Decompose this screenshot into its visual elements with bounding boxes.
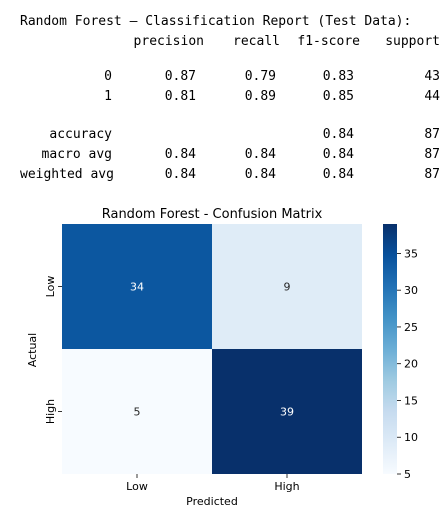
heatmap-cell: [62, 349, 212, 474]
report-summary-precision: 0.84: [164, 167, 196, 182]
colorbar-tick-label: 25: [404, 321, 418, 334]
confusion-matrix-chart: Random Forest - Confusion Matrix 34 95 39 …: [26, 207, 418, 508]
report-summary-precision: 0.84: [164, 147, 196, 162]
report-row-precision: 0.87: [164, 69, 196, 84]
report-row-label: 0: [104, 69, 112, 84]
heatmap-cell-value: 39: [280, 406, 294, 419]
colorbar-tick-label: 10: [404, 431, 418, 444]
x-tick-label: High: [274, 480, 299, 493]
report-summary-f1: 0.84: [322, 167, 354, 182]
report-col-precision: precision: [133, 34, 204, 49]
heatmap-cell-labels: 34 9 5 39: [130, 281, 294, 419]
report-summary-f1: 0.84: [322, 127, 354, 142]
report-summary-support: 87: [424, 167, 440, 182]
heatmap-cell: [62, 224, 212, 349]
report-row-f1: 0.83: [322, 69, 354, 84]
colorbar-tick-label: 30: [404, 284, 418, 297]
colorbar-tick-label: 35: [404, 247, 418, 260]
report-col-support: support: [385, 34, 440, 49]
report-row-recall: 0.89: [244, 89, 276, 104]
report-summary-label: weighted avg: [20, 167, 114, 182]
report-row-f1: 0.85: [322, 89, 354, 104]
heatmap-cell-value: 5: [134, 406, 141, 419]
heatmap-cell: [212, 349, 362, 474]
report-summary-recall: 0.84: [244, 147, 276, 162]
classification-report: Random Forest – Classification Report (T…: [20, 14, 440, 194]
x-axis: Low High: [126, 474, 300, 493]
report-summary-label: accuracy: [49, 127, 112, 142]
chart-title: Random Forest - Confusion Matrix: [102, 207, 323, 222]
report-col-recall: recall: [233, 34, 280, 49]
report-summary-label: macro avg: [41, 147, 112, 162]
report-row-precision: 0.81: [164, 89, 196, 104]
x-axis-label: Predicted: [186, 495, 238, 508]
report-summary-f1: 0.84: [322, 147, 354, 162]
report-summary-support: 87: [424, 147, 440, 162]
colorbar-tick-label: 15: [404, 394, 418, 407]
report-summary-support: 87: [424, 127, 440, 142]
colorbar-ticks: 5 10 15 20 25 30 35: [397, 247, 418, 481]
y-tick-label: High: [44, 399, 57, 424]
heatmap-cell-value: 9: [284, 281, 291, 294]
heatmap-cells: [62, 224, 362, 474]
x-tick-label: Low: [126, 480, 148, 493]
heatmap-cell-value: 34: [130, 281, 144, 294]
report-row-support: 43: [424, 69, 440, 84]
colorbar-tick-label: 20: [404, 358, 418, 371]
heatmap-cell: [212, 224, 362, 349]
report-row-recall: 0.79: [244, 69, 276, 84]
report-row-label: 1: [104, 89, 112, 104]
colorbar: [383, 224, 397, 474]
report-col-f1: f1-score: [297, 34, 360, 49]
colorbar-tick-label: 5: [404, 468, 411, 481]
report-title: Random Forest – Classification Report (T…: [20, 14, 412, 29]
y-axis: Low High: [44, 276, 62, 424]
y-tick-label: Low: [44, 276, 57, 298]
y-axis-label: Actual: [26, 333, 39, 367]
report-row-support: 44: [424, 89, 440, 104]
report-summary-recall: 0.84: [244, 167, 276, 182]
